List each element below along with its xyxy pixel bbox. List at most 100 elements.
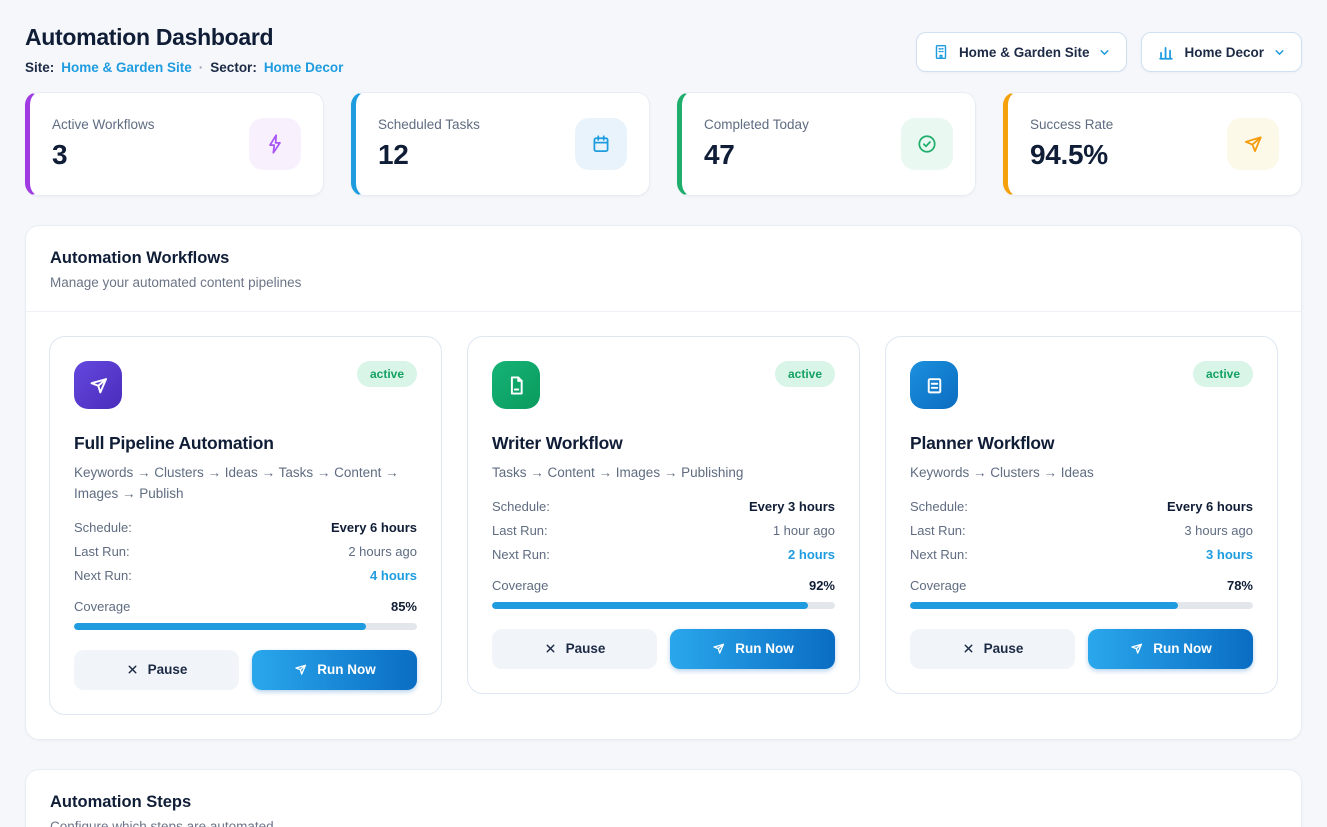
stat-icon-chip bbox=[575, 118, 627, 170]
coverage-value: 92% bbox=[808, 577, 835, 593]
workflow-card-top: active bbox=[492, 361, 835, 409]
coverage-label: Coverage bbox=[910, 577, 967, 593]
sector-selector-dropdown[interactable]: Home Decor bbox=[1141, 32, 1302, 72]
site-label: Site: bbox=[25, 60, 55, 75]
schedule-value: Every 3 hours bbox=[749, 498, 835, 514]
bar-chart-icon bbox=[1157, 43, 1175, 61]
send-icon bbox=[293, 662, 308, 677]
workflow-actions: Pause Run Now bbox=[910, 628, 1253, 669]
stat-card-success-rate: Success Rate 94.5% bbox=[1003, 92, 1302, 196]
send-icon bbox=[74, 361, 122, 409]
stat-label: Active Workflows bbox=[52, 117, 155, 132]
workflow-description: Tasks → Content → Images → Publishing bbox=[492, 465, 744, 480]
stat-text: Scheduled Tasks 12 bbox=[378, 117, 480, 171]
check-circle-icon bbox=[916, 133, 938, 155]
stat-label: Success Rate bbox=[1030, 117, 1114, 132]
send-icon bbox=[1242, 133, 1264, 155]
next-run-value: 2 hours bbox=[788, 546, 835, 562]
run-now-button[interactable]: Run Now bbox=[1088, 628, 1253, 669]
run-now-button[interactable]: Run Now bbox=[252, 649, 417, 690]
send-icon bbox=[1129, 641, 1144, 656]
breadcrumb: Site: Home & Garden Site · Sector: Home … bbox=[25, 60, 343, 75]
separator-dot: · bbox=[198, 60, 204, 75]
header-left: Automation Dashboard Site: Home & Garden… bbox=[25, 24, 343, 75]
site-link[interactable]: Home & Garden Site bbox=[61, 60, 192, 75]
last-run-row: Last Run: 1 hour ago bbox=[492, 523, 835, 538]
stat-card-scheduled-tasks: Scheduled Tasks 12 bbox=[351, 92, 650, 196]
coverage-progress-fill bbox=[492, 601, 808, 609]
automation-steps-panel: Automation Steps Configure which steps a… bbox=[25, 768, 1302, 827]
run-now-button-label: Run Now bbox=[317, 662, 376, 678]
workflow-title: Planner Workflow bbox=[910, 433, 1055, 453]
stat-text: Completed Today 47 bbox=[704, 117, 809, 171]
sector-selector-label: Home Decor bbox=[1184, 44, 1264, 60]
workflow-description: Keywords → Clusters → Ideas bbox=[910, 465, 1094, 480]
stat-text: Success Rate 94.5% bbox=[1030, 117, 1113, 171]
workflow-description: Keywords → Clusters → Ideas → Tasks → Co… bbox=[74, 465, 399, 501]
next-run-label: Next Run: bbox=[492, 546, 550, 562]
run-now-button[interactable]: Run Now bbox=[670, 628, 835, 669]
last-run-value: 2 hours ago bbox=[348, 543, 417, 559]
stat-value: 12 bbox=[378, 139, 409, 170]
schedule-value: Every 6 hours bbox=[1167, 498, 1253, 514]
pause-button[interactable]: Pause bbox=[74, 649, 239, 690]
last-run-label: Last Run: bbox=[910, 522, 966, 538]
coverage-progress-bar bbox=[74, 622, 417, 630]
coverage-progress-bar bbox=[910, 601, 1253, 609]
coverage-progress-fill bbox=[74, 622, 366, 630]
next-run-label: Next Run: bbox=[910, 546, 968, 562]
stat-icon-chip bbox=[901, 118, 953, 170]
stat-label: Completed Today bbox=[704, 117, 809, 132]
close-icon bbox=[544, 642, 557, 655]
stat-cards-row: Active Workflows 3 Scheduled Tasks 12 bbox=[25, 92, 1302, 196]
pause-button[interactable]: Pause bbox=[910, 628, 1075, 669]
workflow-actions: Pause Run Now bbox=[492, 628, 835, 669]
status-badge: active bbox=[1192, 361, 1253, 387]
workflow-details: Schedule: Every 6 hours Last Run: 2 hour… bbox=[74, 520, 417, 583]
coverage-value: 85% bbox=[390, 598, 417, 614]
automation-workflows-panel: Automation Workflows Manage your automat… bbox=[25, 225, 1302, 740]
pause-button[interactable]: Pause bbox=[492, 628, 657, 669]
last-run-row: Last Run: 2 hours ago bbox=[74, 544, 417, 559]
coverage-value: 78% bbox=[1226, 577, 1253, 593]
next-run-label: Next Run: bbox=[74, 567, 132, 583]
chevron-down-icon bbox=[1098, 46, 1111, 59]
pause-button-label: Pause bbox=[147, 662, 188, 678]
calendar-icon bbox=[590, 133, 612, 155]
status-badge: active bbox=[356, 361, 417, 387]
file-text-icon bbox=[492, 361, 540, 409]
workflow-details: Schedule: Every 3 hours Last Run: 1 hour… bbox=[492, 499, 835, 562]
workflows-panel-header: Automation Workflows Manage your automat… bbox=[26, 226, 1301, 312]
coverage-label: Coverage bbox=[492, 577, 549, 593]
status-badge: active bbox=[774, 361, 835, 387]
close-icon bbox=[962, 642, 975, 655]
schedule-row: Schedule: Every 6 hours bbox=[74, 520, 417, 535]
workflow-title: Full Pipeline Automation bbox=[74, 433, 274, 453]
page-header: Automation Dashboard Site: Home & Garden… bbox=[25, 24, 1302, 75]
last-run-value: 3 hours ago bbox=[1184, 522, 1253, 538]
last-run-label: Last Run: bbox=[74, 543, 130, 559]
stat-card-completed-today: Completed Today 47 bbox=[677, 92, 976, 196]
workflow-card-full-pipeline: active Full Pipeline Automation Keywords… bbox=[49, 336, 442, 715]
stat-value: 3 bbox=[52, 139, 68, 170]
site-selector-dropdown[interactable]: Home & Garden Site bbox=[915, 32, 1128, 72]
steps-panel-header: Automation Steps Configure which steps a… bbox=[26, 770, 1301, 827]
workflow-card-top: active bbox=[74, 361, 417, 409]
pause-button-label: Pause bbox=[983, 641, 1024, 657]
send-icon bbox=[711, 641, 726, 656]
pause-button-label: Pause bbox=[565, 641, 606, 657]
stat-value: 94.5% bbox=[1030, 139, 1108, 170]
stat-text: Active Workflows 3 bbox=[52, 117, 155, 171]
sector-label: Sector: bbox=[210, 60, 257, 75]
workflow-cards-grid: active Full Pipeline Automation Keywords… bbox=[26, 312, 1301, 739]
stat-icon-chip bbox=[249, 118, 301, 170]
coverage-row: Coverage 85% bbox=[74, 599, 417, 614]
page-title: Automation Dashboard bbox=[25, 24, 274, 50]
chevron-down-icon bbox=[1273, 46, 1286, 59]
workflow-card-writer: active Writer Workflow Tasks → Content →… bbox=[467, 336, 860, 694]
coverage-progress-fill bbox=[910, 601, 1178, 609]
sector-link[interactable]: Home Decor bbox=[263, 60, 344, 75]
workflow-title: Writer Workflow bbox=[492, 433, 623, 453]
stat-label: Scheduled Tasks bbox=[378, 117, 480, 132]
next-run-value: 4 hours bbox=[370, 567, 417, 583]
